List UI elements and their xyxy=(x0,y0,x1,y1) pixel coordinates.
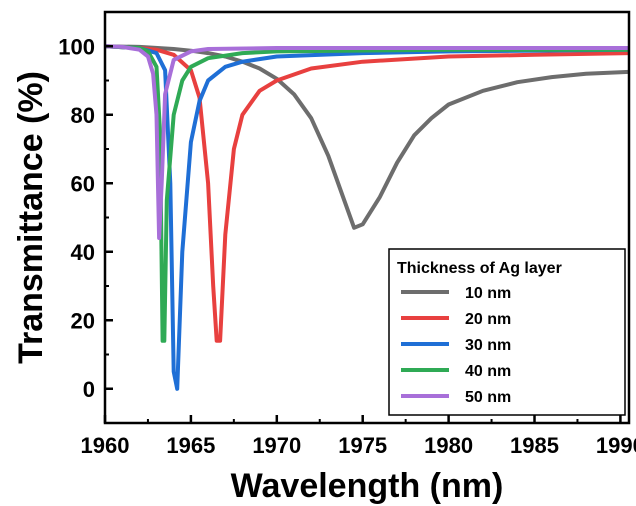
legend-label-3: 30 nm xyxy=(465,337,511,354)
y-tick-label: 20 xyxy=(71,308,95,333)
x-tick-label: 1985 xyxy=(510,433,559,458)
x-axis-label: Wavelength (nm) xyxy=(231,467,504,505)
axis-ticks xyxy=(103,11,622,424)
legend-label-4: 40 nm xyxy=(465,363,511,380)
x-tick-label: 1980 xyxy=(424,433,473,458)
y-tick-label: 60 xyxy=(71,171,95,196)
x-tick-label: 1965 xyxy=(166,433,215,458)
y-tick-label: 80 xyxy=(71,103,95,128)
legend-title: Thickness of Ag layer xyxy=(397,260,562,277)
legend-label-2: 20 nm xyxy=(465,311,511,328)
series-line-3 xyxy=(105,44,629,391)
series-line-4 xyxy=(105,44,629,343)
y-tick-label: 100 xyxy=(58,34,95,59)
series-line-1 xyxy=(105,44,629,230)
series-line-5 xyxy=(105,44,629,240)
series-lines xyxy=(105,44,629,391)
x-tick-label: 1975 xyxy=(338,433,387,458)
y-tick-label: 40 xyxy=(71,240,95,265)
legend-box xyxy=(388,248,626,416)
x-tick-label: 1960 xyxy=(81,433,130,458)
legend-label-5: 50 nm xyxy=(465,389,511,406)
y-tick-label: 0 xyxy=(83,377,95,402)
x-tick-label: 1970 xyxy=(252,433,301,458)
legend-label-1: 10 nm xyxy=(465,285,511,302)
legend-items: 10 nm 20 nm 30 nm 40 nm 50 nm xyxy=(401,285,511,406)
y-axis-label: Transmittance (%) xyxy=(12,71,50,364)
legend: Thickness of Ag layer 10 nm 20 nm 30 nm 40 … xyxy=(388,248,626,416)
